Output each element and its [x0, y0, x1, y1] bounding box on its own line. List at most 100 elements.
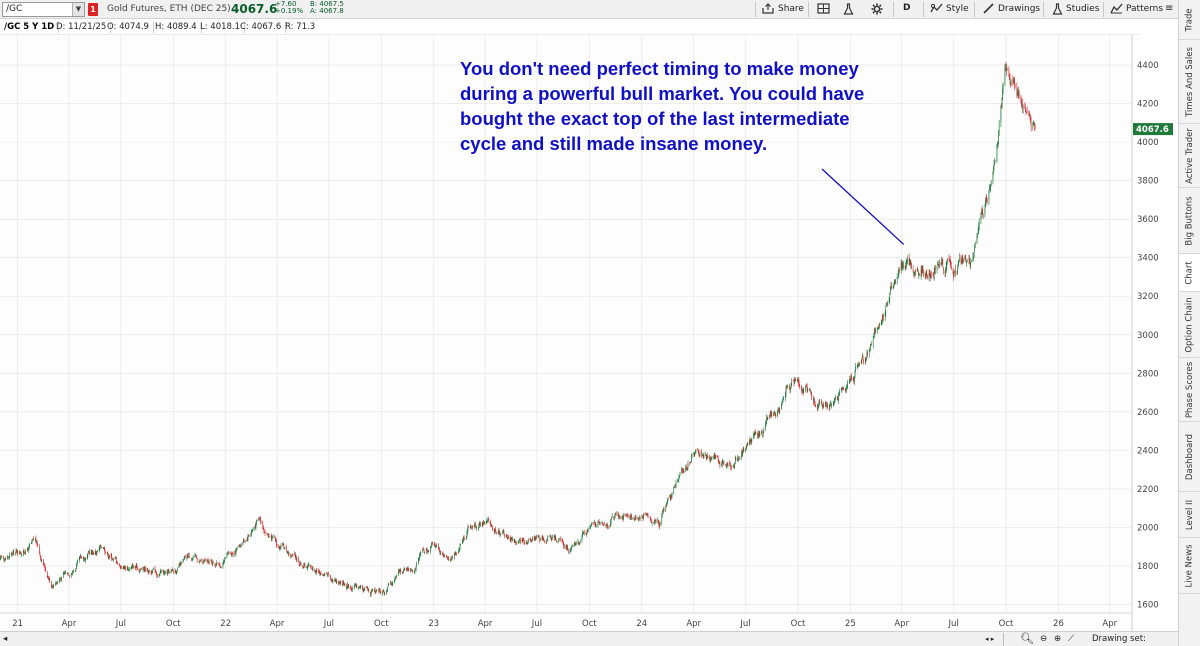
- candle-body: [248, 535, 250, 537]
- settings-button[interactable]: [871, 3, 883, 15]
- tab-option-chain[interactable]: Option Chain: [1179, 292, 1200, 358]
- grid-setup-button[interactable]: [817, 3, 830, 14]
- candle-body: [842, 387, 844, 390]
- candle-body: [130, 568, 132, 570]
- tab-active-trader[interactable]: Active Trader: [1179, 124, 1200, 188]
- candle-body: [400, 569, 402, 573]
- chart-annotation: You don't need perfect timing to make mo…: [460, 58, 865, 154]
- candle-body: [942, 261, 944, 268]
- candle-body: [919, 275, 920, 277]
- tab-dashboard[interactable]: Dashboard: [1179, 422, 1200, 492]
- candle-body: [639, 516, 641, 519]
- tab-times-and-sales[interactable]: Times And Sales: [1179, 40, 1200, 124]
- candle-body: [733, 465, 735, 467]
- candle-body: [755, 433, 757, 434]
- candle-body: [956, 273, 958, 275]
- candle-body: [542, 536, 543, 539]
- drawing-set-label[interactable]: Drawing set: Default: [1092, 634, 1146, 644]
- candle-body: [375, 590, 377, 592]
- candle-body: [682, 470, 684, 472]
- tab-live-news[interactable]: Live News: [1179, 538, 1200, 594]
- candle-body: [877, 328, 879, 330]
- candle-body: [762, 435, 763, 436]
- candle-body: [489, 520, 491, 524]
- candle-body: [171, 569, 172, 571]
- candle-body: [863, 360, 864, 363]
- candle-body: [702, 455, 704, 457]
- candle-body: [719, 462, 720, 464]
- candle-body: [448, 557, 449, 561]
- candle-body: [1006, 70, 1008, 71]
- x-tick-label: 24: [636, 619, 647, 629]
- scroll-left-icon[interactable]: ◂: [3, 634, 8, 644]
- candle-body: [706, 455, 708, 458]
- tab-big-buttons[interactable]: Big Buttons: [1179, 188, 1200, 254]
- alert-badge[interactable]: 1: [88, 3, 98, 16]
- menu-button[interactable]: ≡: [1165, 3, 1173, 14]
- candle-body: [56, 583, 57, 584]
- candle-body: [479, 522, 481, 526]
- chevron-down-icon[interactable]: ▼: [72, 3, 84, 16]
- candle-body: [477, 527, 479, 529]
- symbol-input[interactable]: /GC ▼: [2, 2, 85, 17]
- draw-line-icon[interactable]: ⟋: [1068, 634, 1074, 644]
- candle-body: [566, 546, 567, 550]
- candle-body: [342, 583, 343, 585]
- candle-body: [271, 535, 272, 540]
- candle-body: [168, 568, 170, 573]
- candle-body: [966, 262, 968, 263]
- price-chart[interactable]: 1600 1800 2000 2200 2400 2600 2800 3000 3200 3400…: [0, 35, 1178, 631]
- candle-body: [227, 552, 228, 555]
- candle-body: [810, 391, 812, 394]
- drawings-label: Drawings: [998, 3, 1041, 14]
- candle-body: [970, 260, 972, 262]
- drawings-button[interactable]: Drawings: [983, 3, 1040, 14]
- candle-body: [264, 531, 266, 534]
- candle-body: [312, 568, 314, 571]
- candle-body: [330, 578, 332, 581]
- tab-trade[interactable]: Trade: [1179, 0, 1200, 40]
- candle-body: [368, 589, 370, 593]
- candle-body: [383, 590, 384, 593]
- candle-body: [196, 559, 198, 562]
- candle-body: [894, 281, 896, 283]
- candle-body: [423, 549, 424, 551]
- crosshair-icon[interactable]: ⊕: [1054, 634, 1062, 644]
- share-button[interactable]: Share: [762, 3, 804, 14]
- candle-body: [996, 144, 998, 162]
- period-button[interactable]: D: [903, 3, 910, 13]
- candle-body: [88, 551, 90, 552]
- candle-body: [330, 575, 331, 579]
- candle-body: [661, 515, 663, 524]
- candle-body: [66, 572, 68, 574]
- candle-body: [886, 302, 887, 307]
- tab-chart[interactable]: Chart: [1179, 254, 1200, 292]
- candle-body: [803, 389, 804, 394]
- x-tick-label: Oct: [374, 619, 389, 629]
- style-button[interactable]: Style: [930, 3, 969, 14]
- scroll-arrows-icon[interactable]: ◂ ▸: [985, 635, 995, 643]
- candle-body: [88, 551, 89, 553]
- candle-body: [727, 462, 728, 466]
- zoom-in-icon[interactable]: 🔍︎: [1020, 632, 1034, 645]
- candle-body: [1026, 111, 1028, 112]
- candle-body: [184, 556, 186, 558]
- candle-body: [296, 558, 298, 560]
- candle-body: [904, 265, 906, 268]
- tab-phase-scores[interactable]: Phase Scores: [1179, 358, 1200, 422]
- candle-body: [119, 564, 120, 567]
- candle-body: [558, 538, 560, 541]
- candle-body: [112, 559, 114, 560]
- flask-button[interactable]: [843, 3, 854, 15]
- candle-body: [510, 538, 512, 541]
- candle-body: [159, 573, 160, 576]
- candle-body: [918, 274, 920, 276]
- patterns-button[interactable]: Patterns: [1110, 3, 1163, 14]
- candle-body: [326, 572, 327, 574]
- tab-level-ii[interactable]: Level II: [1179, 492, 1200, 538]
- studies-button[interactable]: Studies: [1052, 3, 1099, 15]
- toolbar-divider: [923, 2, 924, 17]
- candle-body: [678, 477, 680, 480]
- candle-body: [569, 550, 571, 553]
- zoom-out-icon[interactable]: ⊖: [1040, 634, 1048, 644]
